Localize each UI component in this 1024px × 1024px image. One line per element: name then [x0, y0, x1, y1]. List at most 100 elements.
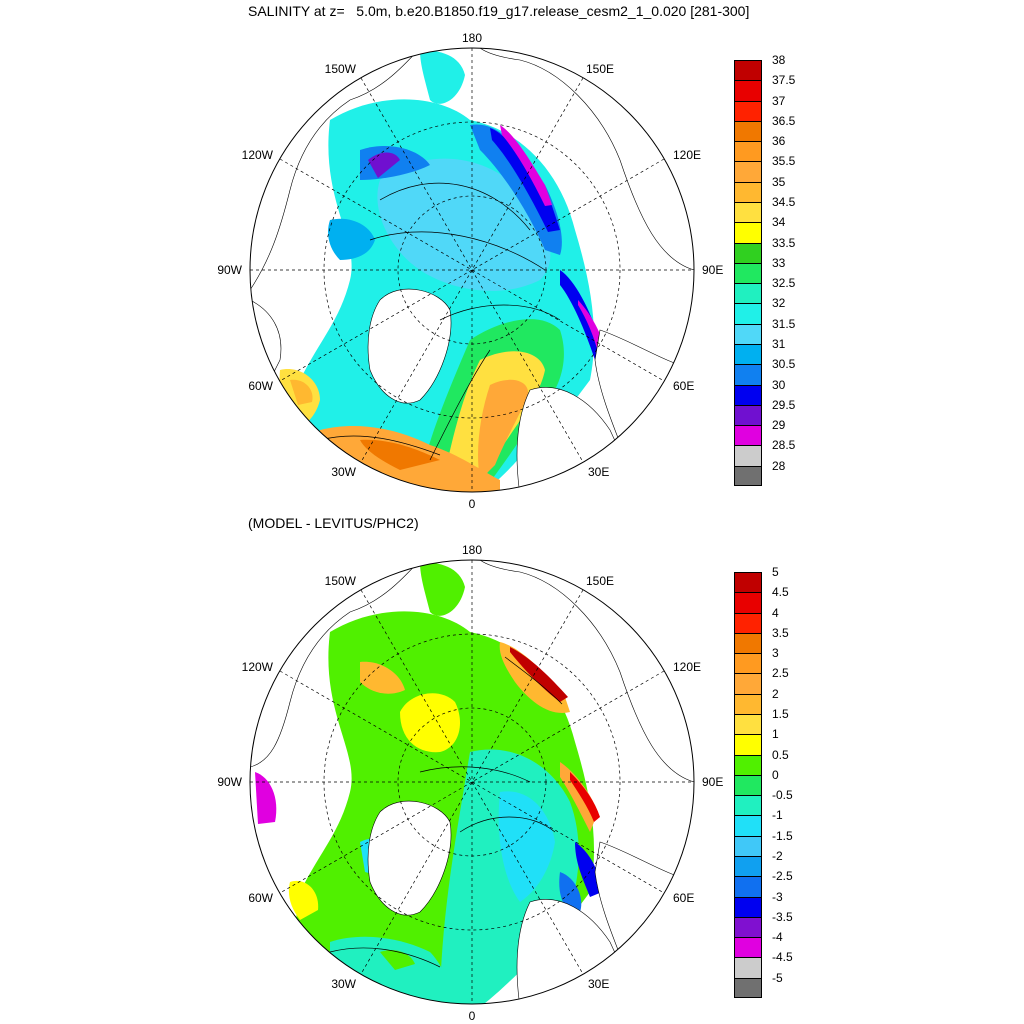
colorbar-salinity: 38 37.5 37 36.5 36 35.5 35 34.5 34 33.5 33 32.5 32 31… — [734, 53, 814, 486]
colorbar-label: 36 — [772, 134, 786, 149]
colorbar-label: 1 — [772, 727, 779, 742]
colorbar-swatch — [734, 957, 762, 978]
colorbar-label: 31.5 — [772, 316, 796, 331]
lon-label: 60W — [248, 379, 273, 393]
colorbar-label: 32.5 — [772, 276, 796, 291]
colorbar-label: -1.5 — [772, 828, 793, 843]
colorbar-label: 3.5 — [772, 625, 789, 640]
colorbar-swatch — [734, 774, 762, 796]
colorbar-swatch — [734, 795, 762, 816]
panel-title-salinity: SALINITY at z= 5.0m, b.e20.B1850.f19_g17… — [248, 3, 750, 19]
colorbar-label: 33 — [772, 255, 786, 270]
colorbar-label: 37 — [772, 93, 786, 108]
colorbar-label: 36.5 — [772, 113, 796, 128]
colorbar-swatch — [734, 283, 762, 304]
lon-label: 60E — [673, 379, 694, 393]
lon-label: 30E — [588, 465, 609, 479]
salinity-polar-map: 180 150E 120E 90E 60E 30E 0 30W 60W 90W … — [217, 31, 723, 511]
colorbar-label: -1 — [772, 808, 783, 823]
lon-label: 120W — [242, 660, 274, 674]
colorbar-label: 28.5 — [772, 438, 796, 453]
lon-label: 0 — [469, 1009, 476, 1023]
colorbar-swatch — [734, 612, 762, 633]
lon-label: 180 — [462, 31, 482, 45]
colorbar-label: -5 — [772, 970, 783, 985]
colorbar-swatch — [734, 856, 762, 877]
colorbar-swatch — [734, 80, 762, 101]
colorbar-label: -0.5 — [772, 788, 793, 803]
colorbar-label: 4.5 — [772, 585, 789, 600]
map-boundary — [249, 559, 695, 1005]
lon-label: 90E — [702, 775, 723, 789]
colorbar-label: 3 — [772, 646, 779, 661]
colorbar-swatch — [734, 714, 762, 735]
colorbar-swatch — [734, 876, 762, 897]
lon-label: 90E — [702, 263, 723, 277]
colorbar-label: 2 — [772, 686, 779, 701]
colorbar-label: 35 — [772, 174, 786, 189]
colorbar-label: 30 — [772, 377, 786, 392]
colorbar-label: -2.5 — [772, 869, 793, 884]
graticule — [250, 560, 694, 1004]
colorbar-label: -2 — [772, 849, 783, 863]
colorbar-swatch — [734, 323, 762, 344]
colorbar-swatch — [734, 161, 762, 182]
colorbar-swatch — [734, 404, 762, 426]
colorbar-swatch — [734, 754, 762, 775]
colorbar-label: 5 — [772, 565, 779, 579]
colorbar-label: 31 — [772, 337, 786, 351]
longitude-labels: 180 150E 120E 90E 60E 30E 0 30W 60W 90W … — [217, 31, 723, 511]
lon-label: 0 — [469, 497, 476, 511]
colorbar-swatch — [734, 222, 762, 243]
colorbar-swatch — [734, 572, 762, 593]
colorbar-label: 1.5 — [772, 707, 789, 721]
colorbar-swatch — [734, 242, 762, 263]
lon-label: 90W — [217, 263, 242, 277]
colorbar-swatch — [734, 465, 762, 486]
colorbar-label: 34.5 — [772, 195, 796, 209]
lon-label: 60E — [673, 891, 694, 905]
lon-label: 90W — [217, 775, 242, 789]
colorbar-label: 38 — [772, 53, 786, 67]
colorbar-difference: 5 4.5 4 3.5 3 2.5 2 1.5 1 0.5 0 -0.5 -1 -1.5 -2 -2.5 -3 -… — [734, 565, 814, 998]
colorbar-swatch — [734, 384, 762, 405]
colorbar-swatch — [734, 916, 762, 938]
longitude-labels: 180 150E 120E 90E 60E 30E 0 30W 60W 90W … — [217, 543, 723, 1023]
colorbar-swatch — [734, 425, 762, 446]
colorbar-label: 30.5 — [772, 357, 796, 372]
colorbar-label: 29 — [772, 418, 786, 433]
colorbar-label: -3 — [772, 889, 783, 904]
colorbar-swatch — [734, 815, 762, 836]
lon-label: 60W — [248, 891, 273, 905]
colorbar-label: 4 — [772, 605, 779, 620]
lon-label: 120E — [673, 148, 701, 162]
lon-label: 150W — [325, 574, 357, 588]
colorbar-swatch — [734, 653, 762, 674]
colorbar-swatch — [734, 835, 762, 856]
colorbar-swatch — [734, 445, 762, 466]
colorbar-label: 28 — [772, 458, 786, 473]
colorbar-swatch — [734, 673, 762, 694]
colorbar-label: 0.5 — [772, 747, 789, 762]
colorbar-label: 37.5 — [772, 73, 796, 88]
colorbar-swatch — [734, 693, 762, 714]
colorbar-swatch — [734, 141, 762, 162]
colorbar-swatch — [734, 364, 762, 385]
lon-label: 30W — [331, 465, 356, 479]
lon-label: 120W — [242, 148, 274, 162]
colorbar-swatch — [734, 303, 762, 324]
colorbar-swatch — [734, 896, 762, 917]
colorbar-label: 32 — [772, 296, 786, 311]
colorbar-swatch — [734, 60, 762, 81]
colorbar-label: -4.5 — [772, 950, 793, 965]
colorbar-swatch — [734, 100, 762, 121]
lon-label: 150W — [325, 62, 357, 76]
colorbar-label: 33.5 — [772, 235, 796, 250]
lon-label: 30E — [588, 977, 609, 991]
colorbar-label: 35.5 — [772, 154, 796, 169]
colorbar-swatch — [734, 181, 762, 202]
colorbar-swatch — [734, 632, 762, 654]
lon-label: 150E — [586, 574, 614, 588]
colorbar-label: -4 — [772, 930, 783, 945]
colorbar-swatch — [734, 202, 762, 223]
